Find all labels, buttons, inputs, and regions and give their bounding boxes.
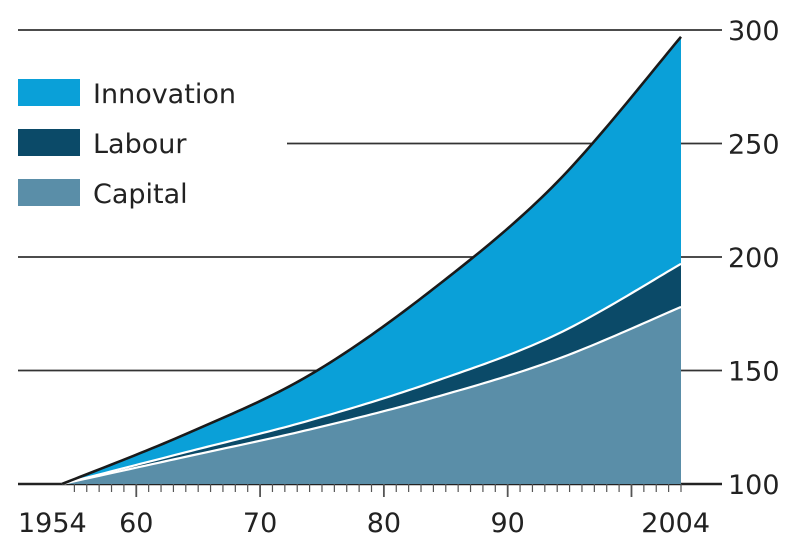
legend: Innovation Labour Capital bbox=[18, 79, 236, 210]
y-tick-label-100: 100 bbox=[728, 470, 780, 501]
y-tick-label-200: 200 bbox=[728, 243, 780, 274]
legend-swatch-innovation bbox=[18, 79, 80, 106]
line-innovation bbox=[61, 35, 682, 486]
y-tick-label-150: 150 bbox=[728, 357, 780, 388]
x-tick-label-2004: 2004 bbox=[641, 508, 710, 539]
y-axis: 100 150 200 250 300 bbox=[728, 16, 780, 501]
line-labour bbox=[61, 262, 682, 486]
legend-label-labour: Labour bbox=[93, 129, 187, 160]
x-axis: 1954 60 70 80 90 2004 bbox=[18, 484, 710, 539]
legend-swatch-capital bbox=[18, 179, 80, 206]
line-capital bbox=[61, 305, 682, 486]
y-tick-label-250: 250 bbox=[728, 130, 780, 161]
area-innovation bbox=[62, 36, 681, 485]
y-tick-label-300: 300 bbox=[728, 16, 780, 47]
x-tick-label-1980: 80 bbox=[367, 508, 401, 539]
x-tick-label-1970: 70 bbox=[243, 508, 277, 539]
legend-label-capital: Capital bbox=[93, 179, 188, 210]
legend-swatch-labour bbox=[18, 129, 80, 156]
area-capital bbox=[62, 306, 681, 484]
legend-label-innovation: Innovation bbox=[93, 79, 236, 110]
chart-areas bbox=[61, 35, 682, 486]
x-tick-label-1960: 60 bbox=[119, 508, 153, 539]
x-tick-label-1990: 90 bbox=[491, 508, 525, 539]
x-tick-label-1954: 1954 bbox=[18, 508, 87, 539]
